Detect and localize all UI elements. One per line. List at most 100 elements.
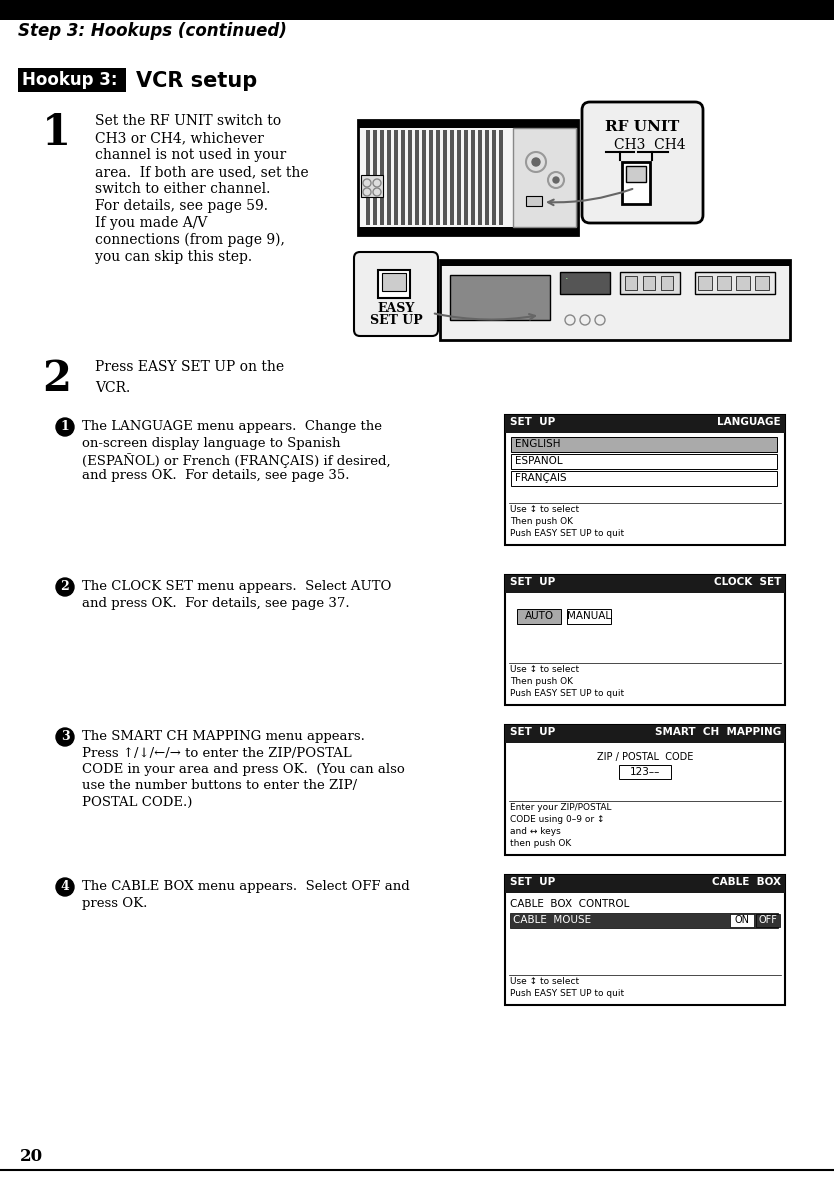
Text: and press OK.  For details, see page 35.: and press OK. For details, see page 35. — [82, 469, 349, 482]
Bar — [358, 121, 578, 235]
Bar — [464, 130, 468, 225]
Bar — [440, 260, 790, 340]
Bar — [717, 277, 731, 290]
Text: AUTO: AUTO — [525, 611, 554, 621]
Text: RF UNIT: RF UNIT — [605, 121, 680, 134]
Text: VCR setup: VCR setup — [136, 71, 257, 91]
Text: Hookup 3:: Hookup 3: — [22, 71, 118, 89]
Text: 3: 3 — [61, 730, 69, 743]
Bar — [755, 277, 769, 290]
Bar — [626, 165, 646, 182]
Text: use the number buttons to enter the ZIP/: use the number buttons to enter the ZIP/ — [82, 779, 357, 792]
Bar — [422, 130, 426, 225]
Bar — [450, 130, 454, 225]
Text: ESPAÑOL: ESPAÑOL — [515, 456, 563, 466]
Circle shape — [56, 878, 74, 896]
Text: SET  UP: SET UP — [510, 577, 555, 587]
Text: CABLE  BOX: CABLE BOX — [712, 877, 781, 886]
Text: 123––: 123–– — [630, 767, 661, 777]
Text: area.  If both are used, set the: area. If both are used, set the — [95, 165, 309, 178]
Bar — [457, 130, 461, 225]
Bar — [736, 277, 750, 290]
Text: ENGLISH: ENGLISH — [515, 439, 560, 449]
Bar — [373, 130, 377, 225]
Bar — [511, 454, 777, 469]
Text: CODE using 0–9 or ↕: CODE using 0–9 or ↕ — [510, 816, 605, 824]
Text: CH3 or CH4, whichever: CH3 or CH4, whichever — [95, 131, 264, 145]
Bar — [478, 130, 482, 225]
Text: Push EASY SET UP to quit: Push EASY SET UP to quit — [510, 530, 624, 538]
Text: Push EASY SET UP to quit: Push EASY SET UP to quit — [510, 989, 624, 998]
Circle shape — [56, 418, 74, 436]
Text: Use ↕ to select: Use ↕ to select — [510, 978, 579, 986]
Bar — [513, 128, 576, 227]
Bar — [415, 130, 419, 225]
Text: channel is not used in your: channel is not used in your — [95, 148, 286, 162]
Bar — [505, 725, 785, 855]
Circle shape — [532, 158, 540, 165]
Bar — [505, 574, 785, 704]
Bar — [0, 0, 834, 18]
Text: SET  UP: SET UP — [510, 877, 555, 886]
Text: The CABLE BOX menu appears.  Select OFF and: The CABLE BOX menu appears. Select OFF a… — [82, 881, 409, 892]
Text: If you made A/V: If you made A/V — [95, 216, 208, 230]
Bar — [358, 227, 578, 235]
Bar — [620, 272, 680, 294]
Text: Press EASY SET UP on the
VCR.: Press EASY SET UP on the VCR. — [95, 361, 284, 395]
Bar — [450, 275, 550, 320]
Text: CODE in your area and press OK.  (You can also: CODE in your area and press OK. (You can… — [82, 764, 404, 777]
Bar — [505, 875, 785, 1005]
Bar — [387, 130, 391, 225]
Bar — [471, 130, 475, 225]
Bar — [440, 260, 790, 266]
Text: SET  UP: SET UP — [510, 727, 555, 738]
Text: Then push OK: Then push OK — [510, 677, 573, 686]
Bar — [622, 162, 650, 204]
Text: on-screen display language to Spanish: on-screen display language to Spanish — [82, 436, 340, 449]
FancyBboxPatch shape — [354, 252, 438, 336]
Text: 1: 1 — [61, 421, 69, 434]
Text: The LANGUAGE menu appears.  Change the: The LANGUAGE menu appears. Change the — [82, 420, 382, 433]
Text: The SMART CH MAPPING menu appears.: The SMART CH MAPPING menu appears. — [82, 730, 364, 743]
Text: SET UP: SET UP — [369, 314, 422, 327]
Bar — [698, 277, 712, 290]
Bar — [510, 913, 778, 928]
Text: switch to either channel.: switch to either channel. — [95, 182, 270, 196]
Text: FRANÇAIS: FRANÇAIS — [515, 473, 566, 483]
Bar — [358, 121, 578, 128]
Bar — [408, 130, 412, 225]
Bar — [443, 130, 447, 225]
Text: and ↔ keys: and ↔ keys — [510, 827, 560, 836]
Bar — [756, 914, 780, 927]
Bar — [18, 69, 126, 92]
Bar — [505, 574, 785, 593]
Bar — [517, 609, 561, 624]
Text: Set the RF UNIT switch to: Set the RF UNIT switch to — [95, 113, 281, 128]
Text: Use ↕ to select: Use ↕ to select — [510, 665, 579, 674]
Bar — [625, 277, 637, 290]
Text: ·: · — [565, 274, 569, 284]
Text: The CLOCK SET menu appears.  Select AUTO: The CLOCK SET menu appears. Select AUTO — [82, 580, 391, 593]
Bar — [643, 277, 655, 290]
Bar — [366, 130, 370, 225]
Circle shape — [553, 177, 559, 183]
Text: ON: ON — [735, 915, 750, 926]
Text: ZIP / POSTAL  CODE: ZIP / POSTAL CODE — [597, 752, 693, 762]
FancyBboxPatch shape — [582, 102, 703, 223]
Bar — [378, 269, 410, 298]
Text: (ESPAÑOL) or French (FRANÇAIS) if desired,: (ESPAÑOL) or French (FRANÇAIS) if desire… — [82, 453, 390, 468]
Bar — [505, 725, 785, 743]
Bar — [511, 437, 777, 452]
Bar — [380, 130, 384, 225]
Text: LANGUAGE: LANGUAGE — [717, 417, 781, 427]
Text: 2: 2 — [61, 580, 69, 593]
Circle shape — [56, 578, 74, 596]
Text: Press ↑/↓/←/→ to enter the ZIP/POSTAL: Press ↑/↓/←/→ to enter the ZIP/POSTAL — [82, 747, 352, 760]
Bar — [429, 130, 433, 225]
Bar — [436, 130, 440, 225]
Text: 2: 2 — [42, 358, 71, 400]
Bar — [485, 130, 489, 225]
Bar — [695, 272, 775, 294]
Text: and press OK.  For details, see page 37.: and press OK. For details, see page 37. — [82, 597, 349, 610]
Text: CABLE  BOX  CONTROL: CABLE BOX CONTROL — [510, 900, 630, 909]
